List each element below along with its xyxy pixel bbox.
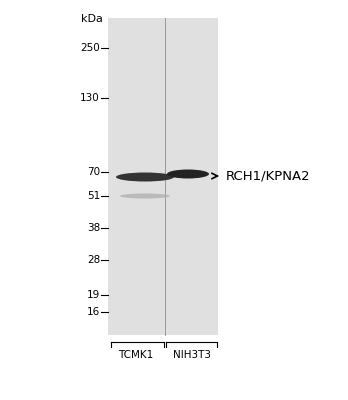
Ellipse shape (167, 170, 209, 178)
Ellipse shape (120, 194, 170, 198)
Text: 16: 16 (87, 307, 100, 317)
Text: 70: 70 (87, 167, 100, 177)
Text: 130: 130 (80, 93, 100, 103)
Text: 250: 250 (80, 43, 100, 53)
Ellipse shape (116, 172, 174, 182)
Text: 38: 38 (87, 223, 100, 233)
Text: RCH1/KPNA2: RCH1/KPNA2 (226, 170, 311, 182)
Text: TCMK1: TCMK1 (118, 350, 153, 360)
Bar (108, 18, 218, 335)
Text: 51: 51 (87, 191, 100, 201)
Text: kDa: kDa (81, 14, 103, 24)
Text: 28: 28 (87, 255, 100, 265)
Text: NIH3T3: NIH3T3 (173, 350, 211, 360)
Text: 19: 19 (87, 290, 100, 300)
